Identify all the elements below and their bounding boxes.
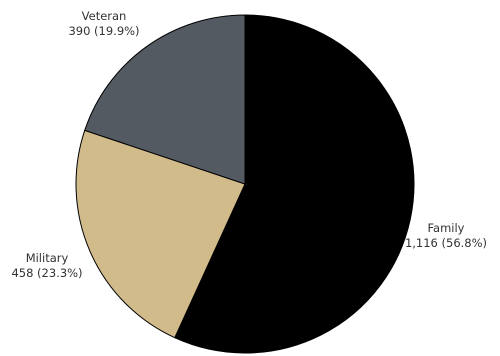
pie-slice-military: [75, 129, 246, 339]
slice-label-value: 458 (23.3%): [11, 266, 82, 280]
pie-slice-veteran: [84, 14, 246, 185]
pie-slices: [75, 14, 415, 354]
slice-label-name: Military: [26, 251, 69, 265]
pie-labels: Family 1,116 (56.8%) Military 458 (23.3%) Ve…: [11, 9, 487, 280]
pie-slice-family: [174, 14, 415, 354]
slice-label-name: Family: [427, 221, 464, 235]
slice-label-veteran: Veteran 390 (19.9%): [68, 9, 139, 38]
slice-label-military: Military 458 (23.3%): [11, 251, 82, 280]
slice-label-value: 390 (19.9%): [68, 24, 139, 38]
slice-label-family: Family 1,116 (56.8%): [405, 221, 487, 250]
slice-label-name: Veteran: [82, 9, 127, 23]
slice-label-value: 1,116 (56.8%): [405, 236, 487, 250]
